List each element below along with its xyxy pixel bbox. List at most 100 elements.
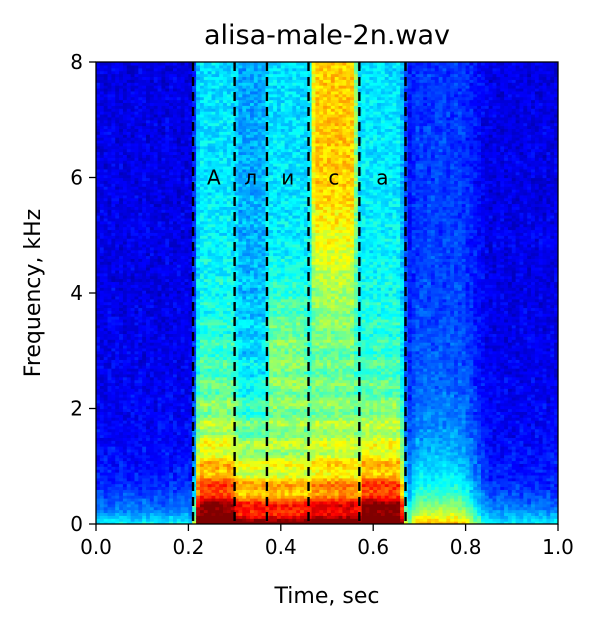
heatmap-cell [111, 310, 116, 314]
heatmap-cell [138, 96, 143, 101]
heatmap-cell [122, 85, 128, 89]
heatmap-cell [134, 460, 139, 464]
heatmap-cell [130, 186, 136, 190]
heatmap-cell [122, 396, 128, 401]
heatmap-cell [134, 408, 139, 412]
heatmap-cell [96, 330, 101, 335]
heatmap-cell [138, 301, 143, 306]
heatmap-cell [126, 73, 132, 78]
heatmap-cell [138, 209, 143, 213]
heatmap-cell [115, 148, 120, 153]
heatmap-cell [119, 339, 124, 343]
heatmap-cell [119, 223, 124, 228]
heatmap-cell [111, 171, 116, 176]
heatmap-cell [119, 154, 124, 158]
heatmap-cell [126, 333, 132, 337]
heatmap-cell [126, 336, 132, 340]
heatmap-cell [107, 180, 112, 184]
heatmap-cell [122, 350, 128, 355]
heatmap-cell [119, 399, 124, 404]
heatmap-cell [107, 79, 112, 83]
heatmap-cell [96, 255, 101, 259]
heatmap-cell [130, 267, 136, 271]
heatmap-cell [99, 472, 105, 476]
heatmap-cell [99, 408, 105, 412]
heatmap-cell [111, 174, 116, 179]
heatmap-cell [103, 229, 109, 233]
heatmap-cell [119, 215, 124, 219]
heatmap-cell [103, 477, 109, 482]
heatmap-cell [111, 411, 116, 415]
heatmap-cell [115, 362, 120, 366]
heatmap-cell [107, 469, 112, 473]
heatmap-cell [138, 365, 143, 369]
heatmap-cell [99, 108, 105, 112]
heatmap-cell [111, 347, 116, 352]
heatmap-cell [122, 330, 128, 335]
heatmap-cell [115, 298, 120, 303]
heatmap-cell [111, 518, 116, 522]
heatmap-cell [99, 420, 105, 424]
heatmap-cell [107, 480, 112, 485]
heatmap-cell [119, 102, 124, 106]
heatmap-cell [122, 431, 128, 436]
heatmap-cell [107, 215, 112, 219]
heatmap-cell [111, 272, 116, 277]
heatmap-cell [134, 278, 139, 283]
heatmap-cell [134, 379, 139, 384]
heatmap-cell [130, 258, 136, 262]
heatmap-cell [99, 134, 105, 138]
heatmap-cell [126, 396, 132, 401]
heatmap-cell [134, 269, 139, 274]
heatmap-cell [107, 350, 112, 355]
heatmap-cell [111, 448, 116, 453]
heatmap-cell [134, 142, 139, 147]
heatmap-cell [130, 437, 136, 441]
heatmap-cell [96, 359, 101, 363]
heatmap-cell [130, 90, 136, 95]
heatmap-cell [130, 119, 136, 124]
heatmap-cell [111, 399, 116, 404]
heatmap-cell [103, 269, 109, 274]
heatmap-cell [122, 189, 128, 193]
heatmap-cell [138, 122, 143, 127]
heatmap-cell [111, 466, 116, 470]
heatmap-cell [134, 489, 139, 493]
heatmap-cell [122, 186, 128, 190]
heatmap-cell [96, 477, 101, 482]
heatmap-cell [134, 241, 139, 245]
heatmap-cell [99, 113, 105, 118]
heatmap-cell [96, 463, 101, 467]
heatmap-cell [119, 226, 124, 231]
heatmap-cell [138, 382, 143, 386]
heatmap-cell [130, 151, 136, 155]
heatmap-cell [111, 238, 116, 242]
heatmap-cell [134, 119, 139, 124]
heatmap-cell [134, 102, 139, 106]
heatmap-cell [130, 163, 136, 167]
heatmap-cell [96, 489, 101, 493]
heatmap-cell [122, 422, 128, 427]
heatmap-cell [96, 145, 101, 150]
heatmap-cell [138, 171, 143, 176]
heatmap-cell [126, 379, 132, 384]
heatmap-cell [96, 454, 101, 459]
heatmap-cell [138, 394, 143, 398]
heatmap-cell [122, 411, 128, 415]
heatmap-cell [130, 489, 136, 493]
heatmap-cell [130, 350, 136, 355]
heatmap-cell [134, 154, 139, 158]
heatmap-cell [126, 498, 132, 502]
heatmap-cell [115, 267, 120, 271]
heatmap-cell [119, 454, 124, 459]
heatmap-cell [99, 258, 105, 262]
heatmap-cell [119, 446, 124, 450]
heatmap-cell [99, 142, 105, 147]
heatmap-cell [115, 168, 120, 173]
heatmap-cell [130, 359, 136, 363]
heatmap-cell [119, 151, 124, 155]
heatmap-cell [115, 342, 120, 346]
heatmap-cell [122, 521, 128, 524]
heatmap-cell [134, 301, 139, 306]
heatmap-cell [96, 174, 101, 179]
